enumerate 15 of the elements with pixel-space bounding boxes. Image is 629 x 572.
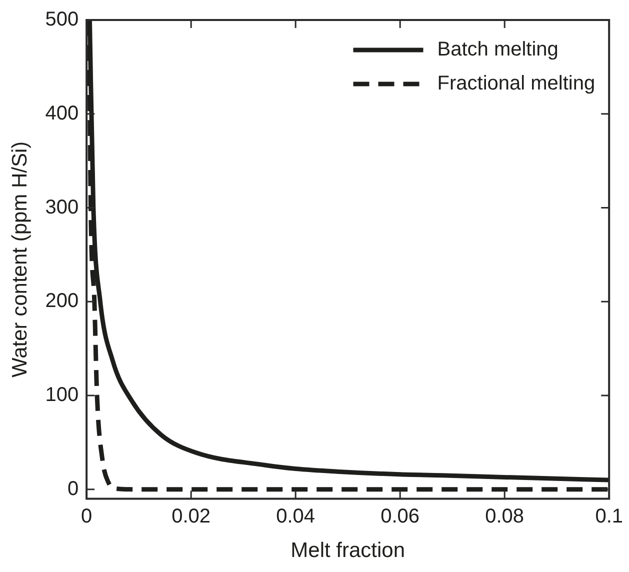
x-tick-label: 0.1 <box>595 505 624 528</box>
y-tick-label: 500 <box>45 8 79 31</box>
y-tick-label: 100 <box>45 384 79 406</box>
x-tick-label: 0.06 <box>380 505 420 528</box>
legend-label: Batch melting <box>437 38 558 61</box>
y-tick-label: 400 <box>45 102 79 124</box>
x-tick-label: 0.08 <box>485 505 524 528</box>
x-tick-label: 0.04 <box>276 505 316 528</box>
y-tick-label: 0 <box>67 478 79 500</box>
y-tick-label: 200 <box>45 290 79 312</box>
y-axis-title: Water content (ppm H/Si) <box>8 141 32 378</box>
x-axis-title: Melt fraction <box>290 539 406 562</box>
x-tick-label: 0.02 <box>172 505 211 528</box>
legend-label: Fractional melting <box>437 72 596 95</box>
y-tick-label: 300 <box>45 196 79 218</box>
